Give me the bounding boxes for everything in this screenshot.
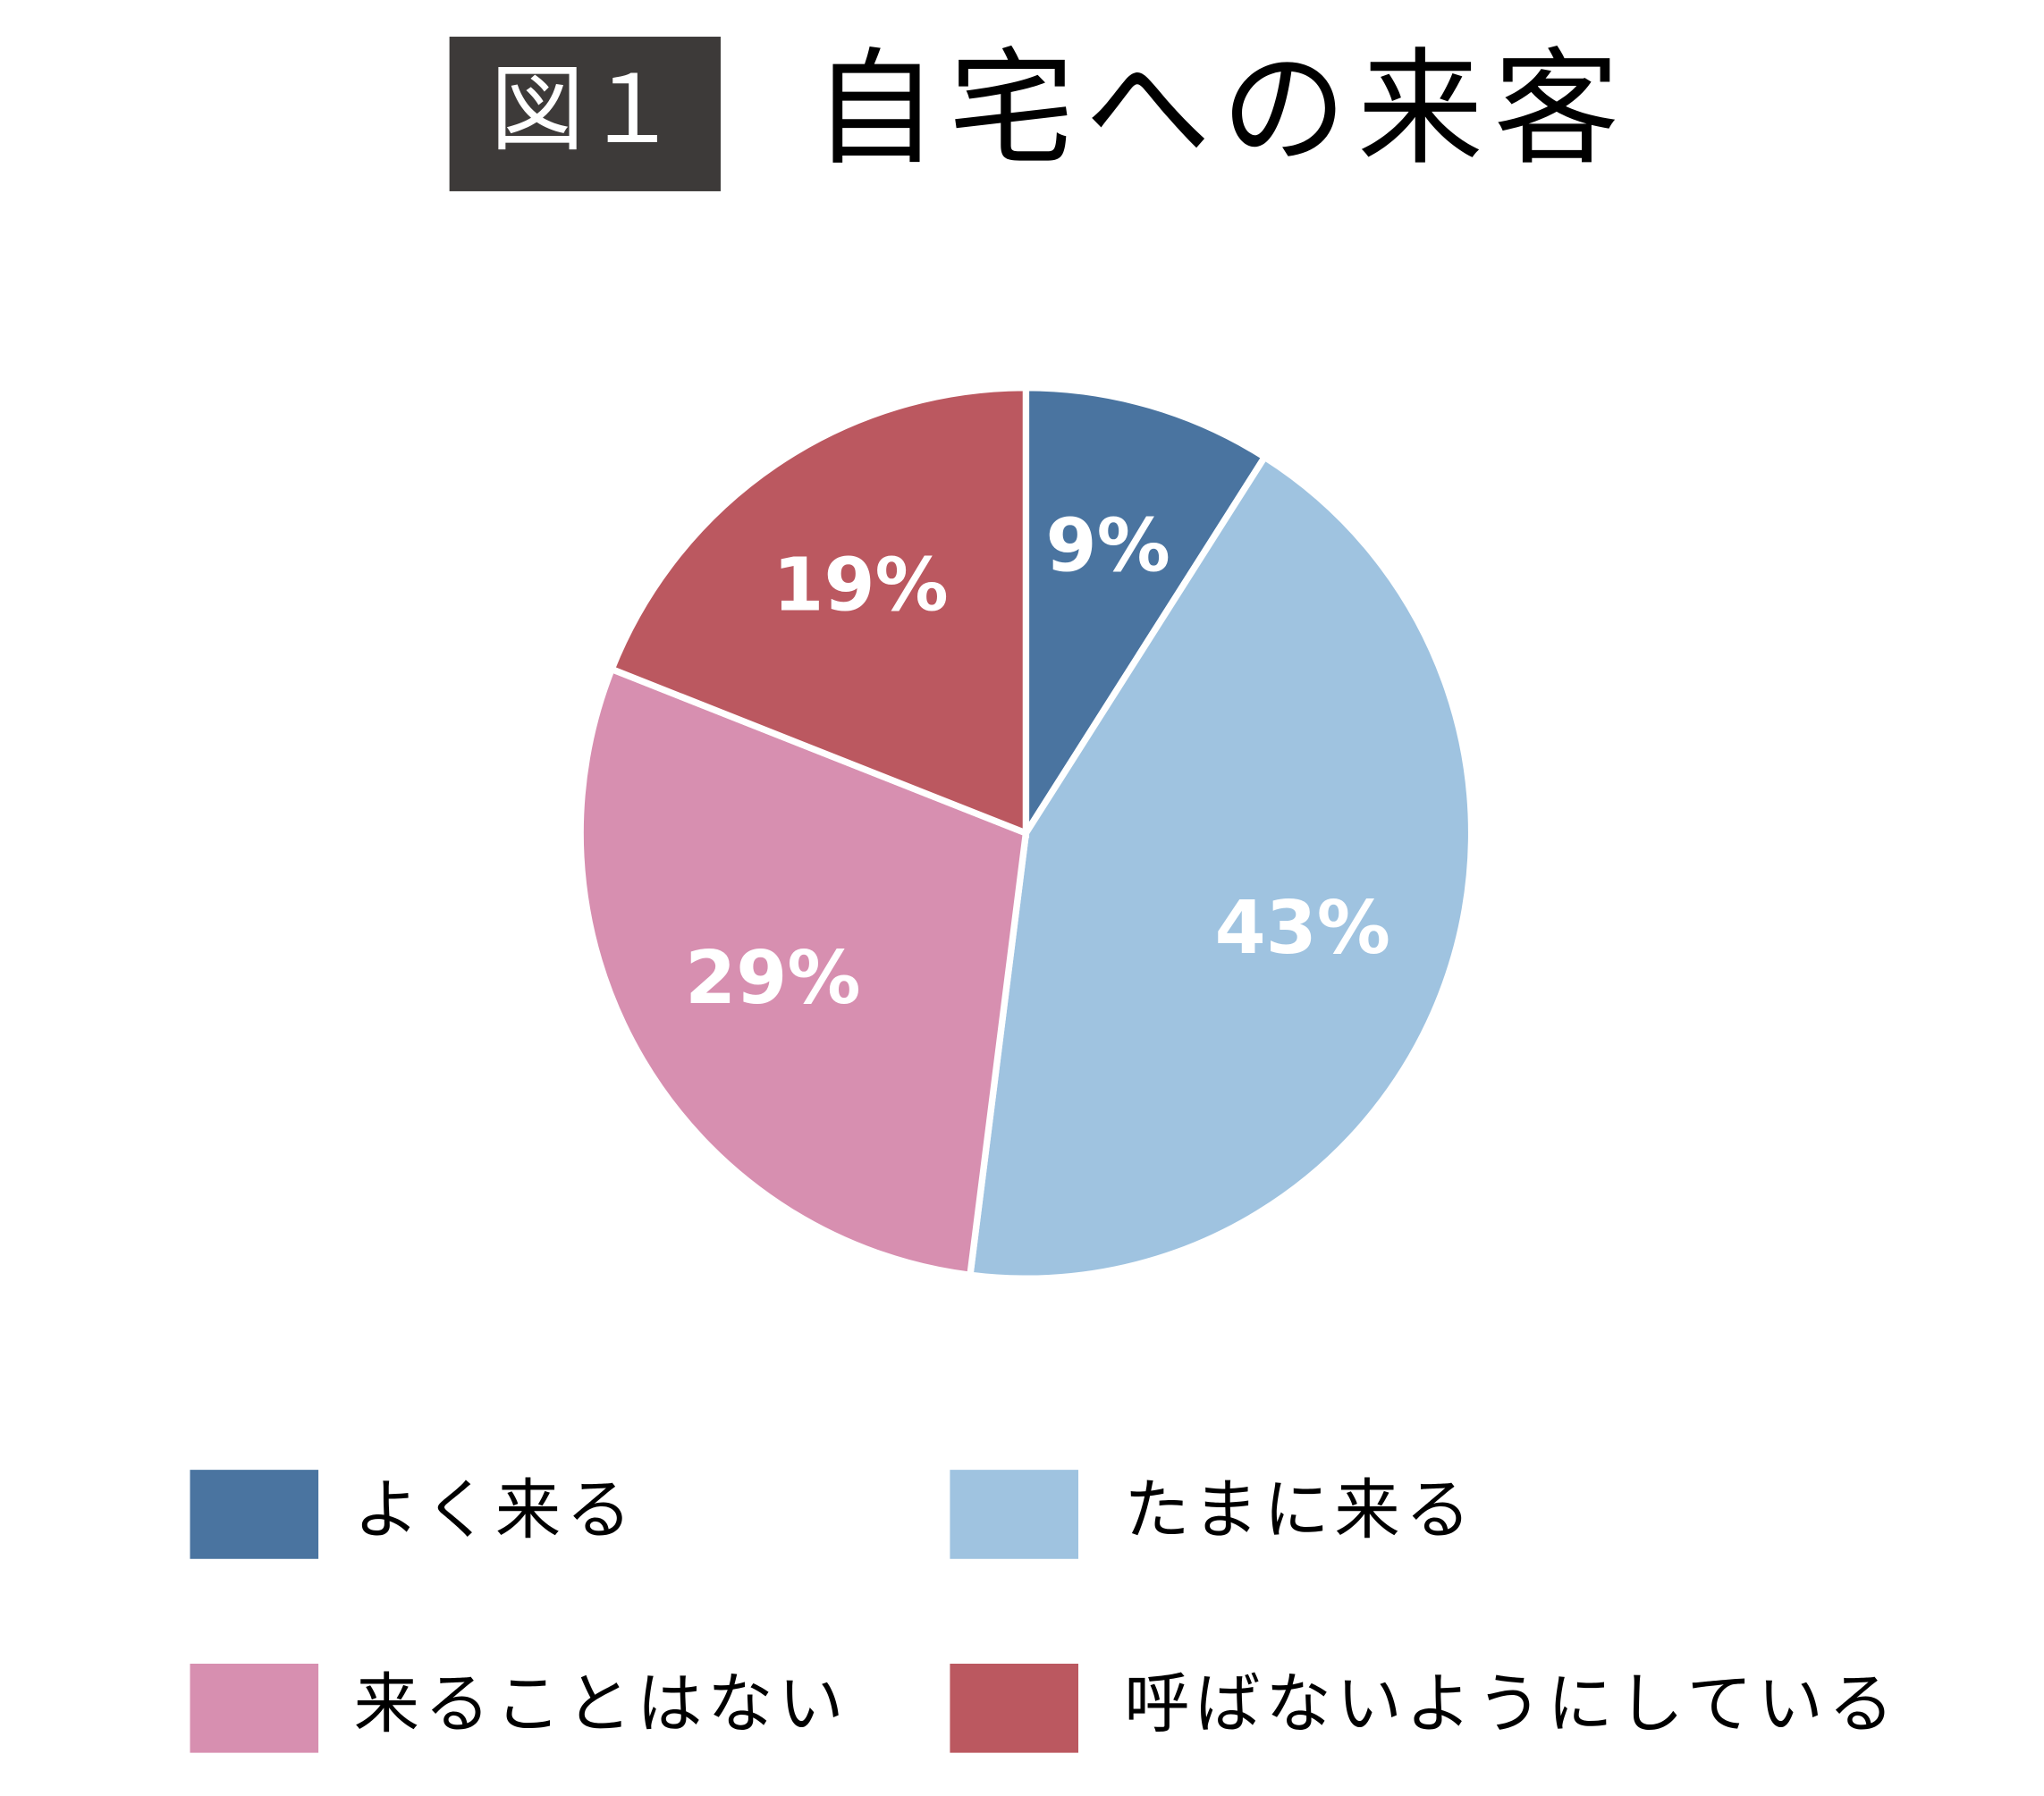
- legend-swatch: [190, 1663, 319, 1753]
- data-label: 43%: [1215, 886, 1390, 971]
- data-label: 29%: [685, 936, 860, 1021]
- chart-title: 自宅への来客: [813, 36, 1630, 182]
- figure-label-box: [449, 37, 721, 191]
- pie-slice: [607, 384, 1030, 839]
- figure-label: 図１: [490, 55, 679, 164]
- data-label: 9%: [1045, 504, 1170, 589]
- data-label: 19%: [773, 543, 948, 628]
- pie-slice: [1022, 384, 1270, 845]
- legend-swatch: [950, 1663, 1079, 1753]
- legend-label: よく来る: [354, 1472, 637, 1548]
- legend-label: 呼ばないようにしている: [1124, 1666, 1899, 1742]
- legend-swatch: [190, 1470, 319, 1559]
- pie-slice: [577, 664, 1030, 1279]
- legend-swatch: [950, 1470, 1079, 1559]
- pie-slice: [966, 452, 1475, 1282]
- legend-label: 来ることはない: [354, 1666, 849, 1742]
- legend-label: たまに来る: [1124, 1472, 1475, 1548]
